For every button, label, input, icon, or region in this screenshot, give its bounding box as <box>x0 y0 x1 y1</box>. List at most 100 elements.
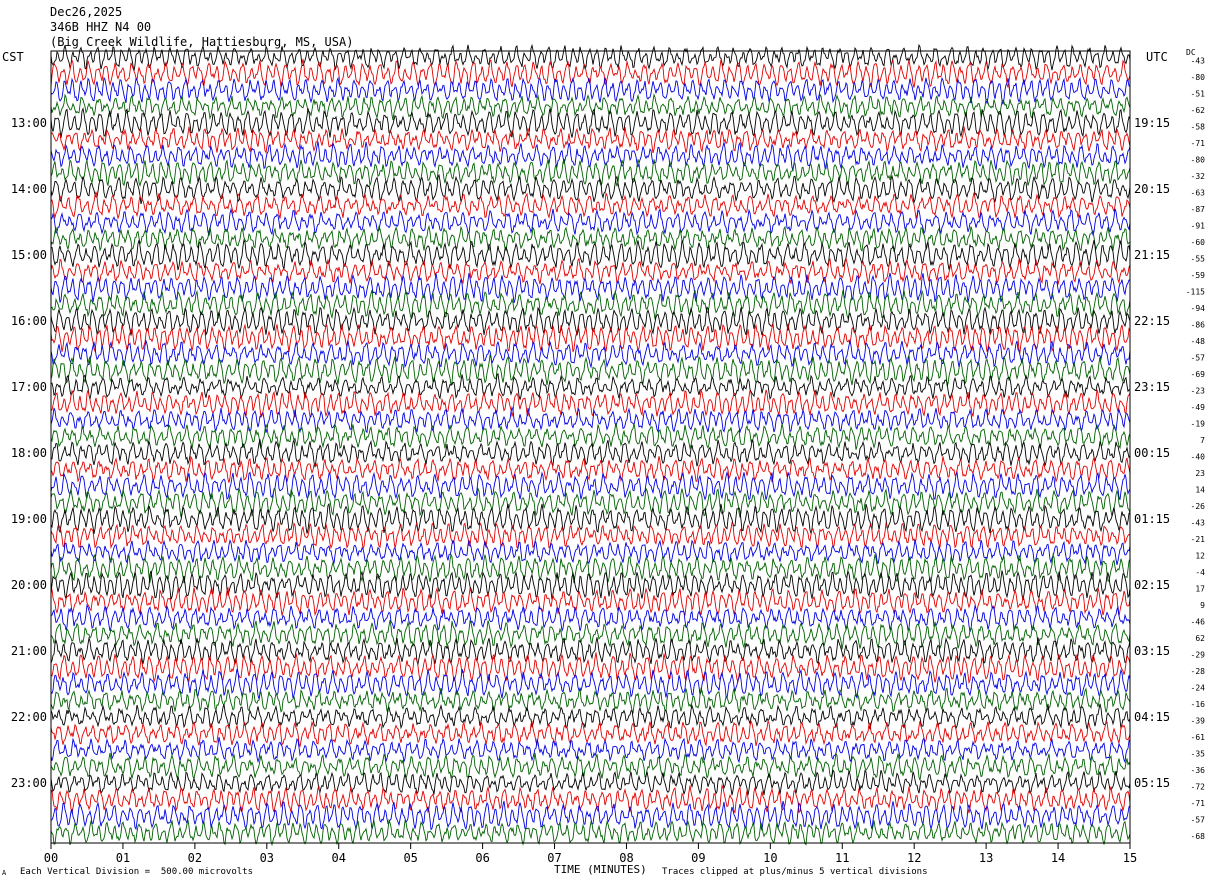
trace-line <box>50 289 1131 321</box>
cst-time-label: 16:00 <box>11 314 47 328</box>
dc-offset-label: -60 <box>1191 238 1206 247</box>
dc-label: DC <box>1186 48 1196 57</box>
trace-line <box>50 736 1131 764</box>
dc-offset-label: -87 <box>1191 205 1206 214</box>
utc-time-label: 21:15 <box>1134 248 1170 262</box>
x-tick-label: 07 <box>547 851 561 865</box>
x-tick-label: 11 <box>835 851 849 865</box>
plot-frame <box>50 50 1131 844</box>
utc-axis-label: UTC <box>1146 50 1168 64</box>
x-tick-label: 09 <box>691 851 705 865</box>
trace-line <box>50 668 1131 700</box>
trace-line <box>50 719 1131 747</box>
utc-time-label: 23:15 <box>1134 380 1170 394</box>
cst-time-label: 23:00 <box>11 776 47 790</box>
cst-time-label: 15:00 <box>11 248 47 262</box>
trace-line <box>50 191 1131 220</box>
dc-offset-label: -63 <box>1191 189 1206 198</box>
trace-line <box>50 207 1131 236</box>
x-tick-label: 12 <box>907 851 921 865</box>
x-tick-label: 13 <box>979 851 993 865</box>
utc-time-label: 20:15 <box>1134 182 1170 196</box>
cst-time-label: 19:00 <box>11 512 47 526</box>
cst-time-label: 20:00 <box>11 578 47 592</box>
dc-offset-label: 62 <box>1195 634 1205 643</box>
dc-offset-label: -28 <box>1191 667 1206 676</box>
cst-time-label: 17:00 <box>11 380 47 394</box>
trace-line <box>50 43 1131 72</box>
trace-line <box>50 752 1131 781</box>
trace-line <box>50 636 1131 666</box>
trace-line <box>50 323 1131 354</box>
dc-offset-label: 14 <box>1195 486 1205 495</box>
trace-line <box>50 818 1131 847</box>
dc-offset-label: -61 <box>1191 733 1206 742</box>
trace-line <box>50 783 1131 814</box>
dc-offset-label: -32 <box>1191 172 1206 181</box>
dc-offset-label: -59 <box>1191 271 1206 280</box>
dc-offset-label: 12 <box>1195 552 1205 561</box>
trace-line <box>50 703 1131 730</box>
cst-time-label: 22:00 <box>11 710 47 724</box>
dc-offset-label: -24 <box>1191 684 1206 693</box>
dc-offset-label: -39 <box>1191 717 1206 726</box>
x-axis-title: TIME (MINUTES) <box>554 863 647 876</box>
trace-line <box>50 372 1131 401</box>
dc-offset-label: -48 <box>1191 337 1206 346</box>
x-tick-label: 03 <box>260 851 274 865</box>
x-tick-label: 02 <box>188 851 202 865</box>
dc-offset-label: -71 <box>1191 139 1206 148</box>
dc-offset-label: -115 <box>1186 288 1205 297</box>
location-label: (Big Creek Wildlife, Hattiesburg, MS, US… <box>50 35 354 49</box>
dc-offset-label: -4 <box>1195 568 1205 577</box>
dc-offset-label: -57 <box>1191 816 1206 825</box>
dc-offset-label: -94 <box>1191 304 1206 313</box>
trace-line <box>50 800 1131 831</box>
dc-offset-label: -43 <box>1191 519 1206 528</box>
dc-offset-label: -19 <box>1191 420 1206 429</box>
station-label: 346B HHZ N4 00 <box>50 20 152 34</box>
x-tick-label: 14 <box>1051 851 1065 865</box>
trace-line <box>50 521 1131 550</box>
date-label: Dec26,2025 <box>50 5 123 19</box>
clip-note: Traces clipped at plus/minus 5 vertical … <box>662 867 928 877</box>
trace-line <box>50 470 1131 502</box>
trace-line <box>50 438 1131 468</box>
cst-axis-label: CST <box>2 50 24 64</box>
utc-time-label: 03:15 <box>1134 644 1170 658</box>
trace-line <box>50 141 1131 172</box>
trace-line <box>50 405 1131 434</box>
dc-offset-label: -51 <box>1191 90 1206 99</box>
dc-offset-label: -23 <box>1191 387 1206 396</box>
dc-offset-label: -21 <box>1191 535 1206 544</box>
x-tick-label: 08 <box>619 851 633 865</box>
trace-line <box>51 238 1131 272</box>
dc-offset-label: -72 <box>1191 783 1206 792</box>
trace-line <box>50 126 1131 154</box>
x-tick-label: 00 <box>44 851 58 865</box>
trace-line <box>50 173 1131 205</box>
trace-line <box>50 619 1131 650</box>
scale-note: Each Vertical Division = 500.00 microvol… <box>20 867 253 877</box>
utc-time-label: 02:15 <box>1134 578 1170 592</box>
dc-offset-label: -49 <box>1191 403 1206 412</box>
dc-offset-label: 17 <box>1195 585 1205 594</box>
dc-offset-label: -43 <box>1191 57 1206 66</box>
utc-time-label: 05:15 <box>1134 776 1170 790</box>
dc-offset-label: 7 <box>1200 436 1205 445</box>
trace-line <box>50 423 1131 450</box>
dc-offset-label: 9 <box>1200 601 1205 610</box>
x-tick-label: 10 <box>763 851 777 865</box>
trace-line <box>50 158 1131 188</box>
cst-time-label: 18:00 <box>11 446 47 460</box>
dc-offset-label: 23 <box>1195 469 1205 478</box>
dc-offset-label: -91 <box>1191 222 1206 231</box>
utc-time-label: 19:15 <box>1134 116 1170 130</box>
trace-line <box>50 455 1131 483</box>
trace-line <box>50 76 1131 105</box>
dc-offset-label: -55 <box>1191 255 1206 264</box>
trace-line <box>50 388 1131 419</box>
dc-offset-label: -26 <box>1191 502 1206 511</box>
trace-line <box>50 339 1131 369</box>
x-tick-label: 04 <box>332 851 346 865</box>
